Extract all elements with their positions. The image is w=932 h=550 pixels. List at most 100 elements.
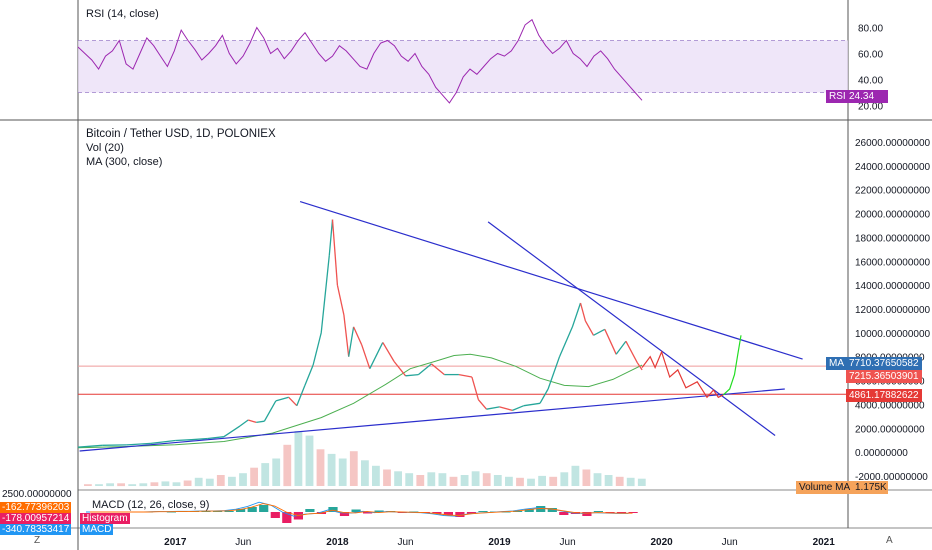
price-segment bbox=[523, 402, 541, 407]
hline-value-tag: 4861.17882622 bbox=[846, 389, 922, 402]
macd-histogram-bar bbox=[374, 510, 384, 512]
macd-histogram-bar bbox=[501, 512, 511, 513]
volume-bar bbox=[128, 484, 137, 486]
volume-bar bbox=[394, 471, 402, 486]
price-y-tick: 16000.00000000 bbox=[855, 257, 931, 268]
volume-bar bbox=[538, 475, 546, 486]
volume-bar bbox=[460, 475, 469, 486]
volume-bar bbox=[316, 449, 325, 486]
macd-title: MACD (12, 26, close, 9) bbox=[92, 499, 210, 511]
price-segment bbox=[547, 356, 561, 390]
volume-bar bbox=[228, 476, 236, 486]
x-tick-label: 2019 bbox=[488, 537, 511, 548]
price-segment bbox=[331, 219, 339, 286]
price-segment bbox=[239, 419, 249, 427]
macd-histogram-bar bbox=[351, 509, 361, 512]
volume-subtitle: Vol (20) bbox=[86, 142, 124, 154]
price-segment bbox=[593, 328, 606, 336]
price-segment bbox=[348, 326, 355, 357]
price-segment bbox=[486, 406, 500, 410]
volume-bar bbox=[604, 475, 613, 486]
volume-bar bbox=[261, 463, 270, 486]
macd-histogram-bar bbox=[409, 511, 419, 512]
volume-bar bbox=[349, 451, 358, 486]
price-y-tick: 18000.00000000 bbox=[855, 233, 931, 244]
volume-bar bbox=[471, 471, 480, 486]
price-segment bbox=[405, 373, 419, 377]
volume-bar bbox=[438, 473, 447, 486]
volume-bar bbox=[482, 473, 491, 486]
volume-ma-value: 1.175K bbox=[852, 481, 888, 494]
volume-bar bbox=[183, 480, 192, 486]
rsi-y-tick: 60.00 bbox=[858, 50, 883, 61]
price-segment bbox=[263, 400, 277, 422]
price-segment bbox=[77, 444, 103, 448]
trend-line-support bbox=[79, 388, 785, 452]
price-segment bbox=[393, 361, 407, 377]
volume-bar bbox=[172, 482, 181, 486]
macd-histogram-bar bbox=[443, 512, 453, 515]
volume-bar bbox=[150, 482, 159, 486]
price-y-tick: 4000.00000000 bbox=[855, 400, 925, 411]
x-tick-label: Jun bbox=[722, 537, 738, 548]
price-y-tick: 2000.00000000 bbox=[855, 424, 925, 435]
price-segment bbox=[417, 363, 432, 376]
macd-histogram-bar bbox=[247, 507, 257, 512]
price-segment bbox=[207, 436, 224, 440]
macd-histogram-bar bbox=[455, 512, 465, 517]
macd-histogram-bar bbox=[363, 512, 373, 514]
rsi-y-tick: 40.00 bbox=[858, 76, 883, 87]
price-segment bbox=[471, 376, 480, 400]
price-segment bbox=[312, 332, 322, 366]
volume-bar bbox=[505, 476, 513, 486]
projection-up-line bbox=[722, 335, 742, 396]
volume-bar bbox=[283, 444, 292, 487]
x-tick-label: 2017 bbox=[164, 537, 187, 548]
signal-value-tag: -162.77396203 bbox=[0, 502, 72, 513]
trend-line-falling bbox=[487, 221, 776, 436]
volume-bar bbox=[84, 484, 92, 486]
auto-scale-corner-right[interactable]: A bbox=[886, 535, 893, 546]
macd-histogram-bar bbox=[582, 512, 592, 516]
price-y-tick: 20000.00000000 bbox=[855, 210, 931, 221]
volume-bar bbox=[571, 465, 580, 486]
volume-bar bbox=[593, 473, 602, 486]
price-y-tick: 12000.00000000 bbox=[855, 305, 931, 316]
volume-bar bbox=[216, 475, 225, 486]
volume-bar bbox=[239, 473, 247, 486]
macd-histogram-bar bbox=[559, 512, 569, 515]
volume-bar bbox=[582, 469, 591, 486]
macd-histogram-bar bbox=[166, 512, 176, 513]
rsi-band bbox=[78, 40, 848, 93]
volume-bar bbox=[372, 465, 380, 486]
price-segment bbox=[458, 373, 473, 378]
volume-bar bbox=[637, 478, 646, 486]
macd-histogram-bar bbox=[547, 508, 557, 512]
price-segment bbox=[343, 314, 350, 357]
price-segment bbox=[604, 329, 617, 355]
price-y-tick: 14000.00000000 bbox=[855, 281, 931, 292]
histogram-value-tag: -178.00957214 bbox=[0, 513, 72, 524]
macd-signal-line bbox=[90, 503, 633, 517]
price-segment bbox=[304, 364, 314, 386]
price-segment bbox=[320, 255, 330, 333]
x-tick-label: Jun bbox=[560, 537, 576, 548]
volume-bar bbox=[205, 478, 214, 486]
price-y-tick: -2000.00000000 bbox=[855, 472, 928, 483]
macd-histogram-bar bbox=[432, 512, 442, 514]
price-segment bbox=[353, 326, 363, 346]
price-y-tick: 24000.00000000 bbox=[855, 162, 931, 173]
macd-histogram-bar bbox=[282, 512, 292, 523]
price-segment bbox=[477, 399, 487, 410]
price-segment bbox=[256, 420, 265, 424]
macd-histogram-bar bbox=[593, 511, 603, 512]
volume-bar bbox=[383, 469, 391, 486]
volume-bar bbox=[549, 476, 558, 486]
price-segment bbox=[430, 363, 445, 376]
price-segment bbox=[539, 388, 549, 404]
price-y-tick: 22000.00000000 bbox=[855, 186, 931, 197]
rsi-y-tick: 80.00 bbox=[858, 24, 883, 35]
price-segment bbox=[275, 396, 289, 402]
zoom-corner-left[interactable]: Z bbox=[34, 535, 41, 546]
